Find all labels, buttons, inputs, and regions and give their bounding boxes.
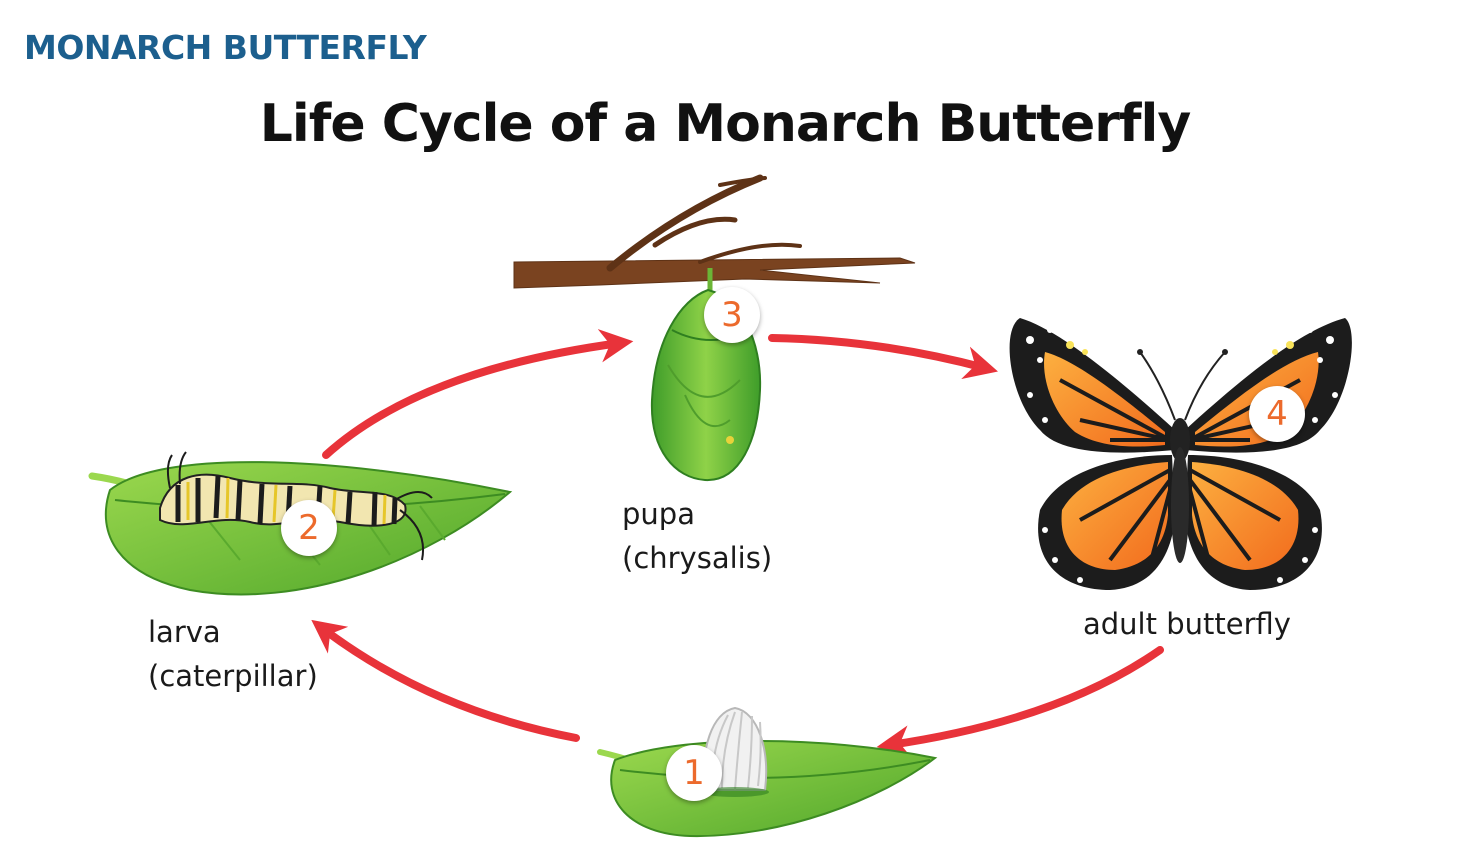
- stage-3-number-badge: 3: [704, 287, 760, 343]
- stage-4-label: adult butterfly: [1083, 602, 1291, 646]
- stage-4-number-badge: 4: [1249, 386, 1305, 442]
- stage-3-label: pupa (chrysalis): [622, 492, 772, 580]
- stage-3-description: (chrysalis): [622, 541, 773, 575]
- branch-icon: [513, 174, 916, 289]
- arrow-egg-to-larva: [311, 619, 580, 742]
- arrow-adult-to-egg: [876, 646, 1164, 759]
- stage-3-name: pupa: [622, 497, 695, 531]
- arrow-pupa-to-adult: [768, 334, 998, 380]
- stage-4-name: adult butterfly: [1083, 607, 1291, 641]
- diagram-title: Life Cycle of a Monarch Butterfly: [259, 94, 1191, 154]
- stage-2-label: larva (caterpillar): [148, 610, 318, 698]
- stage-1-number-badge: 1: [666, 745, 722, 801]
- leaf-icon: [597, 740, 938, 838]
- caterpillar-icon: [159, 451, 433, 561]
- page-header: MONARCH BUTTERFLY: [24, 28, 427, 67]
- arrow-larva-to-pupa: [322, 329, 634, 459]
- stage-2-name: larva: [148, 615, 221, 649]
- cycle-arrows: [311, 329, 1164, 759]
- stage-2-number-badge: 2: [281, 500, 337, 556]
- stage-2-description: (caterpillar): [148, 659, 318, 693]
- butterfly-icon: [1009, 318, 1352, 590]
